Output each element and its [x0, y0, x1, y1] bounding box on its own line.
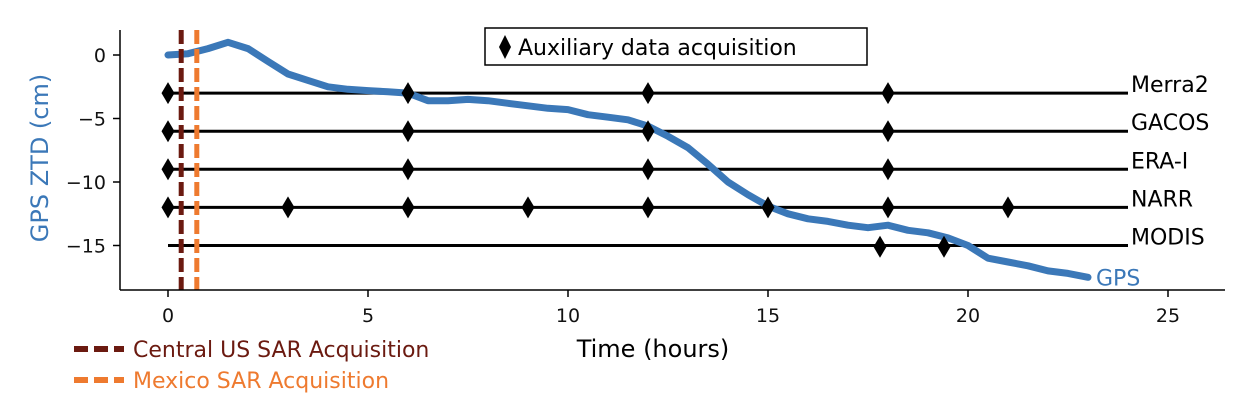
diamond-marker-narr: [161, 196, 175, 219]
diamond-marker-merra2: [161, 82, 175, 105]
row-label-merra2: Merra2: [1131, 73, 1209, 98]
y-axis-title: GPS ZTD (cm): [26, 74, 54, 242]
diamond-marker-narr: [281, 196, 295, 219]
y-ticks: 0 −5 −10 −15: [66, 45, 120, 258]
diamond-marker-narr: [401, 196, 415, 219]
x-tick-label: 0: [162, 305, 174, 327]
marker-legend-diamond-icon: [499, 35, 511, 59]
x-axis-title: Time (hours): [576, 335, 730, 363]
diamond-marker-modis: [873, 235, 887, 258]
diamond-marker-gacos: [881, 120, 895, 143]
marker-legend-frame: [484, 27, 868, 66]
x-tick-label: 25: [1156, 305, 1180, 327]
row-label-modis: MODIS: [1131, 226, 1205, 251]
gps-series-label: GPS: [1096, 266, 1140, 291]
diamond-marker-narr: [881, 196, 895, 219]
marker-legend-label: Auxiliary data acquisition: [518, 36, 797, 61]
row-label-narr: NARR: [1131, 187, 1193, 212]
x-ticks: 0 5 10 15 20 25: [162, 290, 1180, 327]
acquisition-legend: Central US SAR Acquisition Mexico SAR Ac…: [74, 338, 429, 394]
central-us-legend-label: Central US SAR Acquisition: [133, 338, 429, 363]
row-label-gacos: GACOS: [1131, 111, 1209, 136]
y-tick-label: −10: [66, 172, 106, 194]
diamond-marker-gacos: [401, 120, 415, 143]
y-tick-label: 0: [94, 45, 106, 67]
y-tick-label: −15: [66, 236, 106, 258]
diamond-marker-era-i: [641, 158, 655, 181]
diamond-marker-era-i: [401, 158, 415, 181]
mexico-legend-label: Mexico SAR Acquisition: [133, 369, 389, 394]
diamond-marker-modis: [937, 235, 951, 258]
diamond-marker-narr: [1001, 196, 1015, 219]
diamond-marker-merra2: [401, 82, 415, 105]
diamond-marker-narr: [521, 196, 535, 219]
diamond-marker-narr: [641, 196, 655, 219]
diamond-marker-narr: [761, 196, 775, 219]
diamond-marker-merra2: [641, 82, 655, 105]
diamond-marker-era-i: [161, 158, 175, 181]
x-tick-label: 10: [556, 305, 580, 327]
plot-area: Merra2 GACOS ERA-I NARR MODIS GPS: [161, 30, 1209, 291]
y-tick-label: −5: [78, 109, 106, 131]
diamond-marker-gacos: [641, 120, 655, 143]
diamond-marker-era-i: [881, 158, 895, 181]
x-tick-label: 20: [956, 305, 980, 327]
gps-series-line: [164, 38, 1092, 281]
diamond-marker-merra2: [881, 82, 895, 105]
axes: [119, 30, 1225, 291]
x-tick-label: 5: [362, 305, 374, 327]
diamond-marker-gacos: [161, 120, 175, 143]
marker-legend: Auxiliary data acquisition: [484, 27, 868, 66]
x-tick-label: 15: [756, 305, 780, 327]
row-label-era-i: ERA-I: [1131, 149, 1188, 174]
